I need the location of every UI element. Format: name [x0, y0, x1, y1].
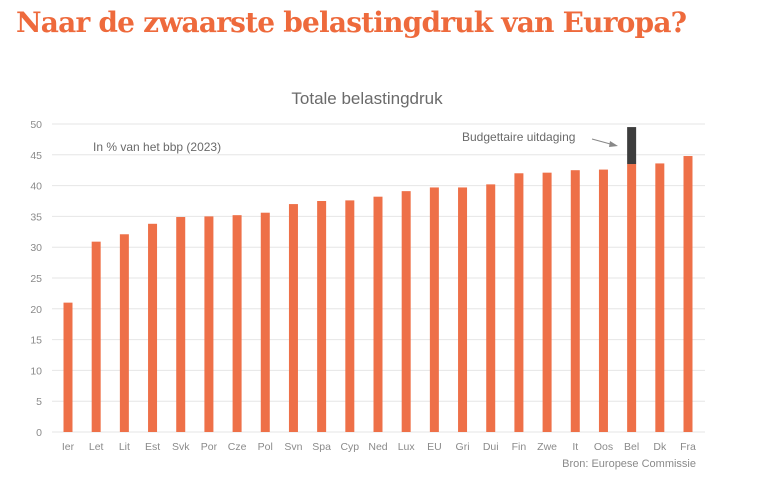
y-tick-label: 10 — [30, 365, 42, 377]
bar-it — [570, 170, 580, 432]
x-tick-label: Ier — [62, 441, 75, 453]
x-tick-label: It — [572, 441, 578, 453]
x-tick-label: Fin — [512, 441, 527, 453]
y-tick-label: 45 — [30, 150, 42, 162]
bar-bel — [627, 164, 637, 433]
bar-fra — [683, 156, 693, 433]
bar-por — [204, 216, 214, 432]
bar-est — [148, 223, 158, 432]
bar-svk — [176, 217, 186, 432]
x-tick-label: Ned — [368, 441, 387, 453]
bar-cze — [232, 215, 242, 432]
bar-ier — [63, 302, 73, 432]
bar-spa — [317, 201, 327, 432]
y-tick-label: 5 — [36, 396, 42, 408]
source-note: Bron: Europese Commissie — [562, 458, 696, 470]
bar-svn — [288, 204, 298, 432]
bar-let — [91, 241, 101, 432]
y-tick-label: 40 — [30, 181, 42, 193]
bar-fin — [514, 173, 524, 432]
x-tick-label: Cze — [228, 441, 247, 453]
bar-lit — [119, 234, 129, 432]
chart-title: Totale belastingdruk — [291, 89, 443, 108]
bar-cyp — [345, 200, 355, 432]
x-tick-label: Lux — [398, 441, 416, 453]
x-tick-label: Svk — [172, 441, 190, 453]
x-axis-labels: Ier Let Lit Est Svk Por Cze Pol Svn Spa Cyp Ned Lux E… — [62, 441, 696, 453]
bar-ned — [373, 196, 383, 432]
y-tick-label: 50 — [30, 119, 42, 131]
x-tick-label: Por — [201, 441, 218, 453]
y-tick-label: 15 — [30, 335, 42, 347]
x-tick-label: Gri — [456, 441, 470, 453]
y-tick-label: 35 — [30, 211, 42, 223]
y-axis-ticks: 0 5 10 15 20 25 30 35 40 45 50 — [30, 119, 42, 439]
annotation-arrow — [591, 138, 618, 147]
x-tick-label: Let — [89, 441, 104, 453]
y-tick-label: 20 — [30, 304, 42, 316]
annotation-label: Budgettaire uitdaging — [462, 130, 575, 144]
bar-pol — [260, 212, 270, 432]
x-tick-label: Dk — [653, 441, 667, 453]
bar-budget-challenge — [627, 127, 637, 165]
x-tick-label: Dui — [483, 441, 499, 453]
bar-gri — [458, 187, 468, 432]
x-tick-label: Oos — [594, 441, 613, 453]
x-tick-label: Pol — [258, 441, 273, 453]
bar-zwe — [542, 172, 552, 432]
x-tick-label: Bel — [624, 441, 639, 453]
bar-eu — [429, 187, 439, 432]
headline: Naar de zwaarste belastingdruk van Europ… — [16, 6, 687, 39]
bar-dk — [655, 163, 665, 432]
y-tick-label: 0 — [36, 427, 42, 439]
bar-oos — [598, 169, 608, 433]
bars — [63, 127, 693, 433]
bar-lux — [401, 191, 411, 432]
x-tick-label: Est — [145, 441, 160, 453]
x-tick-label: EU — [427, 441, 442, 453]
chart-subtitle: In % van het bbp (2023) — [93, 140, 221, 154]
y-tick-label: 25 — [30, 273, 42, 285]
y-tick-label: 30 — [30, 242, 42, 254]
bar-dui — [486, 184, 496, 432]
x-tick-label: Zwe — [537, 441, 557, 453]
x-tick-label: Cyp — [340, 441, 359, 453]
x-tick-label: Spa — [312, 441, 331, 453]
x-tick-label: Lit — [119, 441, 130, 453]
x-tick-label: Fra — [680, 441, 696, 453]
x-tick-label: Svn — [284, 441, 302, 453]
